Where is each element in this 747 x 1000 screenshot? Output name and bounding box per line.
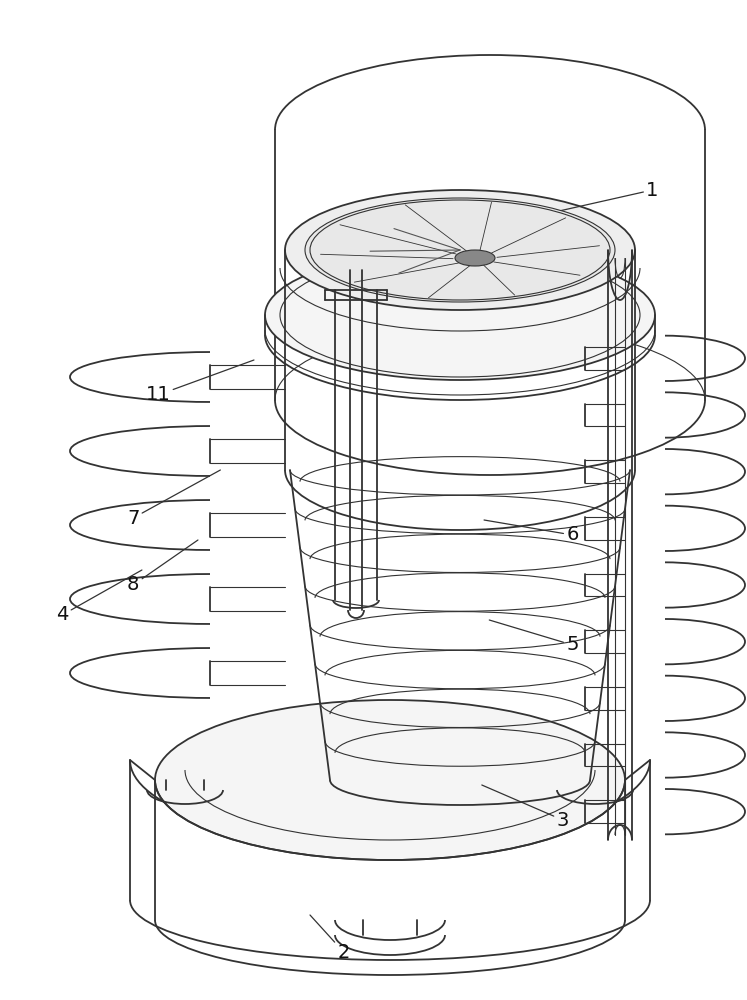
Text: 3: 3 bbox=[482, 785, 569, 830]
Text: 8: 8 bbox=[127, 540, 198, 594]
Ellipse shape bbox=[455, 250, 495, 266]
Text: 6: 6 bbox=[484, 520, 579, 544]
Text: 4: 4 bbox=[56, 570, 142, 624]
Ellipse shape bbox=[265, 250, 655, 380]
Ellipse shape bbox=[305, 198, 615, 302]
Ellipse shape bbox=[285, 190, 635, 310]
Text: 5: 5 bbox=[489, 620, 579, 654]
Ellipse shape bbox=[155, 700, 625, 860]
Text: 2: 2 bbox=[310, 915, 350, 962]
Text: 7: 7 bbox=[127, 470, 220, 528]
Text: 1: 1 bbox=[519, 180, 659, 220]
Text: 11: 11 bbox=[146, 360, 254, 404]
